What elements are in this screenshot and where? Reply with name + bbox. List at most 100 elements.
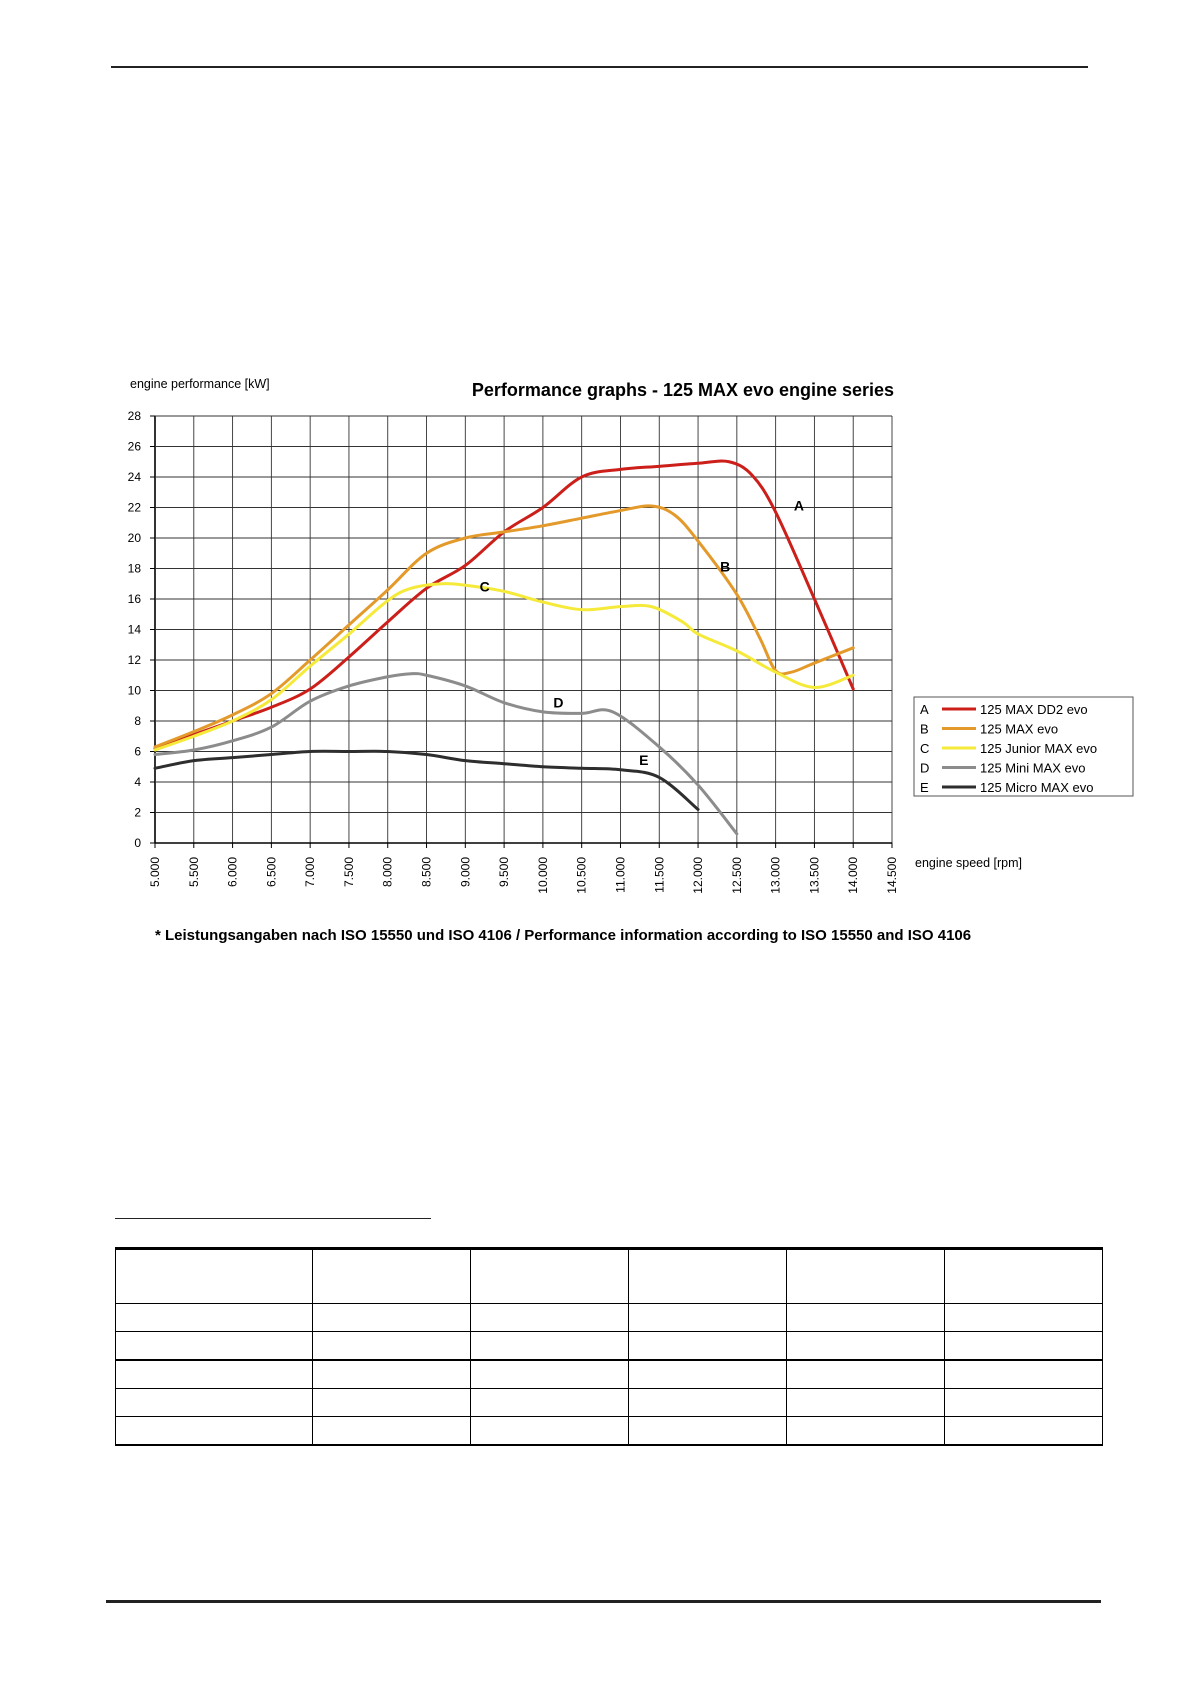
x-tick-label: 5.000 <box>148 857 162 887</box>
chart-series <box>153 459 855 836</box>
performance-chart: 0 2 4 6 8 10 12 14 16 18 20 22 24 26 28 5.000 5.500 6.00… <box>128 377 1134 894</box>
series-line-c <box>153 582 855 752</box>
series-letter-e: E <box>639 752 648 768</box>
y-tick-label: 14 <box>128 623 142 637</box>
y-tick-label: 26 <box>128 440 142 454</box>
chart-footnote: * Leistungsangaben nach ISO 15550 und IS… <box>155 927 972 944</box>
empty-data-table <box>115 1247 1103 1446</box>
y-tick-label: 18 <box>128 562 142 576</box>
legend-label: 125 MAX DD2 evo <box>980 702 1088 717</box>
table-row <box>115 1331 1103 1361</box>
table-cell <box>786 1359 945 1389</box>
y-tick-label: 22 <box>128 501 142 515</box>
x-tick-label: 14.500 <box>885 857 899 894</box>
series-line-e <box>153 749 700 811</box>
y-tick-label: 6 <box>134 745 141 759</box>
table-cell <box>786 1248 945 1304</box>
y-tick-label: 28 <box>128 409 142 423</box>
table-cell <box>115 1331 313 1361</box>
legend-label: 125 Micro MAX evo <box>980 780 1093 795</box>
table-cell <box>312 1248 471 1304</box>
y-tick-label: 24 <box>128 470 142 484</box>
table-cell <box>786 1303 945 1332</box>
section-rule <box>115 1218 431 1220</box>
table-cell <box>786 1388 945 1417</box>
y-tick-label: 4 <box>134 775 141 789</box>
legend-letter: E <box>920 780 929 795</box>
series-letter-labels: A B C D E <box>480 498 804 769</box>
table-cell <box>944 1303 1103 1332</box>
table-row <box>115 1303 1103 1332</box>
table-cell <box>470 1416 629 1446</box>
y-tick-label: 16 <box>128 592 142 606</box>
x-tick-label: 7.000 <box>303 857 317 887</box>
x-tick-label: 6.500 <box>264 857 278 887</box>
table-cell <box>944 1331 1103 1361</box>
table-cell <box>944 1416 1103 1446</box>
table-cell <box>944 1388 1103 1417</box>
legend-label: 125 Junior MAX evo <box>980 741 1097 756</box>
table-cell <box>115 1388 313 1417</box>
table-cell <box>115 1248 313 1304</box>
table-row <box>115 1388 1103 1417</box>
table-cell <box>470 1359 629 1389</box>
table-cell <box>115 1416 313 1446</box>
y-tick-label: 2 <box>134 806 141 820</box>
table-cell <box>786 1416 945 1446</box>
legend-letter: B <box>920 722 929 737</box>
series-line-a <box>153 459 855 750</box>
y-tick-label: 20 <box>128 531 142 545</box>
table-cell <box>628 1388 787 1417</box>
legend-letter: D <box>920 761 929 776</box>
series-letter-a: A <box>794 498 804 514</box>
x-axis-label: engine speed [rpm] <box>915 856 1022 870</box>
table-row <box>115 1359 1103 1389</box>
table-cell <box>628 1331 787 1361</box>
table-cell <box>944 1248 1103 1304</box>
x-tick-label: 10.500 <box>575 857 589 894</box>
x-tick-label: 13.000 <box>769 857 783 894</box>
y-tick-label: 8 <box>134 714 141 728</box>
x-tick-label: 8.500 <box>420 857 434 887</box>
table-cell <box>944 1359 1103 1389</box>
y-tick-label: 10 <box>128 684 142 698</box>
table-cell <box>115 1303 313 1332</box>
table-cell <box>312 1388 471 1417</box>
legend-letter: C <box>920 741 929 756</box>
series-line-b <box>153 504 855 749</box>
y-tick-label: 0 <box>134 836 141 850</box>
x-tick-label: 12.000 <box>691 857 705 894</box>
table-cell <box>312 1416 471 1446</box>
chart-grid <box>150 415 893 848</box>
table-cell <box>628 1416 787 1446</box>
table-cell <box>628 1303 787 1332</box>
x-tick-label: 11.500 <box>652 857 666 893</box>
table-cell <box>470 1331 629 1361</box>
chart-title: Performance graphs - 125 MAX evo engine … <box>472 380 894 400</box>
table-row <box>115 1416 1103 1446</box>
table-cell <box>786 1331 945 1361</box>
y-tick-label: 12 <box>128 653 142 667</box>
x-tick-label: 12.500 <box>730 857 744 894</box>
x-tick-label: 13.500 <box>807 857 821 894</box>
bottom-rule <box>106 1600 1101 1603</box>
table-cell <box>312 1303 471 1332</box>
legend-letter: A <box>920 702 929 717</box>
x-tick-label: 6.000 <box>226 857 240 887</box>
table-cell <box>470 1248 629 1304</box>
x-tick-label: 8.000 <box>381 857 395 887</box>
table-cell <box>470 1303 629 1332</box>
x-tick-label: 9.500 <box>497 857 511 887</box>
x-tick-label: 9.000 <box>458 857 472 887</box>
series-letter-d: D <box>553 694 563 710</box>
series-letter-b: B <box>720 559 730 575</box>
table-cell <box>628 1359 787 1389</box>
x-tick-label: 7.500 <box>342 857 356 887</box>
table-cell <box>312 1331 471 1361</box>
table-cell <box>312 1359 471 1389</box>
series-letter-c: C <box>480 578 490 594</box>
x-tick-labels: 5.000 5.500 6.000 6.500 7.000 7.500 8.000 8.500… <box>148 857 899 894</box>
legend-label: 125 MAX evo <box>980 722 1058 737</box>
x-tick-label: 11.000 <box>613 857 627 893</box>
